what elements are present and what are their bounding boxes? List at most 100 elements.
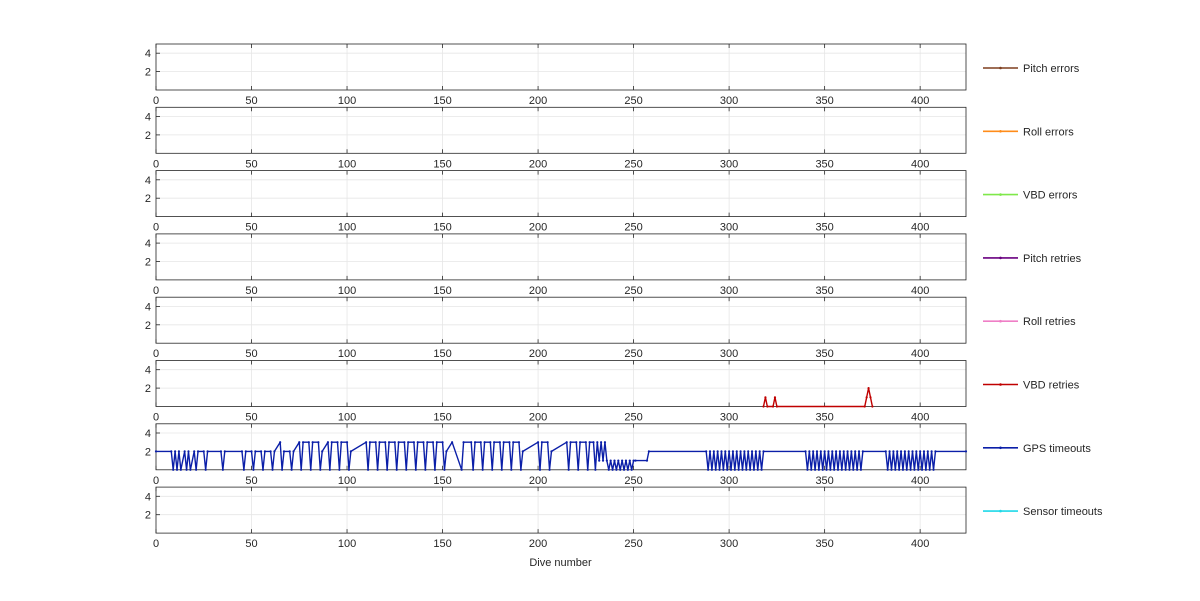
x-tick-label: 50 <box>245 95 257 107</box>
data-point <box>441 441 444 444</box>
x-tick-label: 50 <box>245 475 257 487</box>
data-point <box>846 450 849 453</box>
data-point <box>869 396 872 399</box>
data-point <box>206 450 209 453</box>
y-tick-label: 4 <box>145 491 151 503</box>
data-point <box>924 468 927 471</box>
data-point <box>550 450 553 453</box>
legend-marker <box>999 66 1002 70</box>
data-point <box>871 405 874 408</box>
axes-box <box>155 296 967 344</box>
data-point <box>624 459 628 462</box>
data-point <box>930 450 933 453</box>
x-tick-label: 0 <box>153 475 159 487</box>
data-point <box>462 441 465 444</box>
data-point <box>498 441 501 444</box>
legend-marker <box>999 319 1002 323</box>
data-point <box>894 468 897 471</box>
x-axis-label: Dive number <box>529 557 592 569</box>
data-point <box>804 450 807 453</box>
data-point <box>280 468 284 471</box>
subplot-pitch-retries: 0 50 100 150 200 250 300 350 400 2 4 Pitch retries <box>145 233 1082 297</box>
data-point <box>813 468 817 471</box>
axes-box <box>155 486 967 534</box>
data-point <box>762 450 765 453</box>
data-point <box>865 396 868 399</box>
data-point <box>833 468 836 471</box>
x-tick-label: 100 <box>338 348 356 360</box>
subplot-sensor-timeouts: 0 50 100 150 200 250 300 350 400 2 4 Sensor timeout… <box>145 486 1103 550</box>
data-point <box>384 441 387 444</box>
data-point <box>546 441 549 444</box>
y-tick-label: 4 <box>145 301 151 313</box>
plot-area <box>156 233 966 280</box>
data-point <box>634 459 637 462</box>
data-point <box>857 450 861 453</box>
x-tick-label: 300 <box>720 222 738 234</box>
x-tick-label: 150 <box>433 538 451 550</box>
x-tick-label: 350 <box>815 158 833 170</box>
axes-box <box>155 170 967 218</box>
data-point <box>852 468 855 471</box>
data-point <box>489 441 492 444</box>
legend-label-roll-retries: Roll retries <box>1023 316 1076 328</box>
data-point <box>479 441 482 444</box>
x-tick-label: 200 <box>529 285 547 297</box>
data-point <box>252 468 255 471</box>
x-tick-label: 350 <box>815 285 833 297</box>
data-point <box>708 450 712 453</box>
x-tick-label: 50 <box>245 538 257 550</box>
data-point <box>919 450 922 453</box>
data-point <box>764 396 767 399</box>
x-tick-label: 250 <box>624 348 642 360</box>
data-point <box>920 468 924 471</box>
data-point <box>806 468 809 471</box>
data-point <box>195 468 198 471</box>
data-point <box>829 468 832 471</box>
data-point <box>376 468 379 471</box>
x-tick-label: 350 <box>815 348 833 360</box>
data-point <box>712 450 715 453</box>
data-point <box>758 450 761 453</box>
subplot-vbd-errors: 0 50 100 150 200 250 300 350 400 2 4 VBD errors <box>145 170 1078 234</box>
data-point <box>609 459 612 462</box>
data-point <box>536 441 540 444</box>
data-point <box>603 441 607 444</box>
data-point <box>903 450 906 453</box>
data-point <box>443 468 446 471</box>
data-point <box>300 468 303 471</box>
data-point <box>577 468 580 471</box>
data-point <box>538 468 542 471</box>
data-point <box>338 468 341 471</box>
axes-box <box>155 43 967 91</box>
x-tick-label: 100 <box>338 158 356 170</box>
data-point <box>836 468 840 471</box>
x-tick-label: 0 <box>153 158 159 170</box>
data-point <box>850 450 853 453</box>
legend-label-vbd-retries: VBD retries <box>1023 380 1080 392</box>
data-point <box>863 405 866 408</box>
subplot-roll-retries: 0 50 100 150 200 250 300 350 400 2 4 Roll retries <box>145 296 1076 360</box>
data-point <box>743 450 746 453</box>
data-point <box>771 405 775 408</box>
data-point <box>756 468 759 471</box>
data-point <box>202 450 205 453</box>
legend-marker <box>999 256 1002 260</box>
x-tick-label: 350 <box>815 95 833 107</box>
subplot-pitch-errors: 0 50 100 150 200 250 300 350 400 2 4 Pitch errors <box>145 43 1080 107</box>
data-point <box>174 450 177 453</box>
data-point <box>412 441 416 444</box>
data-point <box>705 450 708 453</box>
data-point <box>330 441 333 444</box>
data-point <box>502 441 505 444</box>
x-tick-label: 200 <box>529 222 547 234</box>
data-point <box>347 468 351 471</box>
data-point <box>491 468 494 471</box>
data-point <box>632 459 635 462</box>
x-tick-label: 200 <box>529 348 547 360</box>
data-point <box>899 450 903 453</box>
data-point <box>473 441 477 444</box>
data-point <box>405 468 408 471</box>
subplot-roll-errors: 0 50 100 150 200 250 300 350 400 2 4 Roll errors <box>145 106 1074 170</box>
x-tick-label: 400 <box>911 348 929 360</box>
